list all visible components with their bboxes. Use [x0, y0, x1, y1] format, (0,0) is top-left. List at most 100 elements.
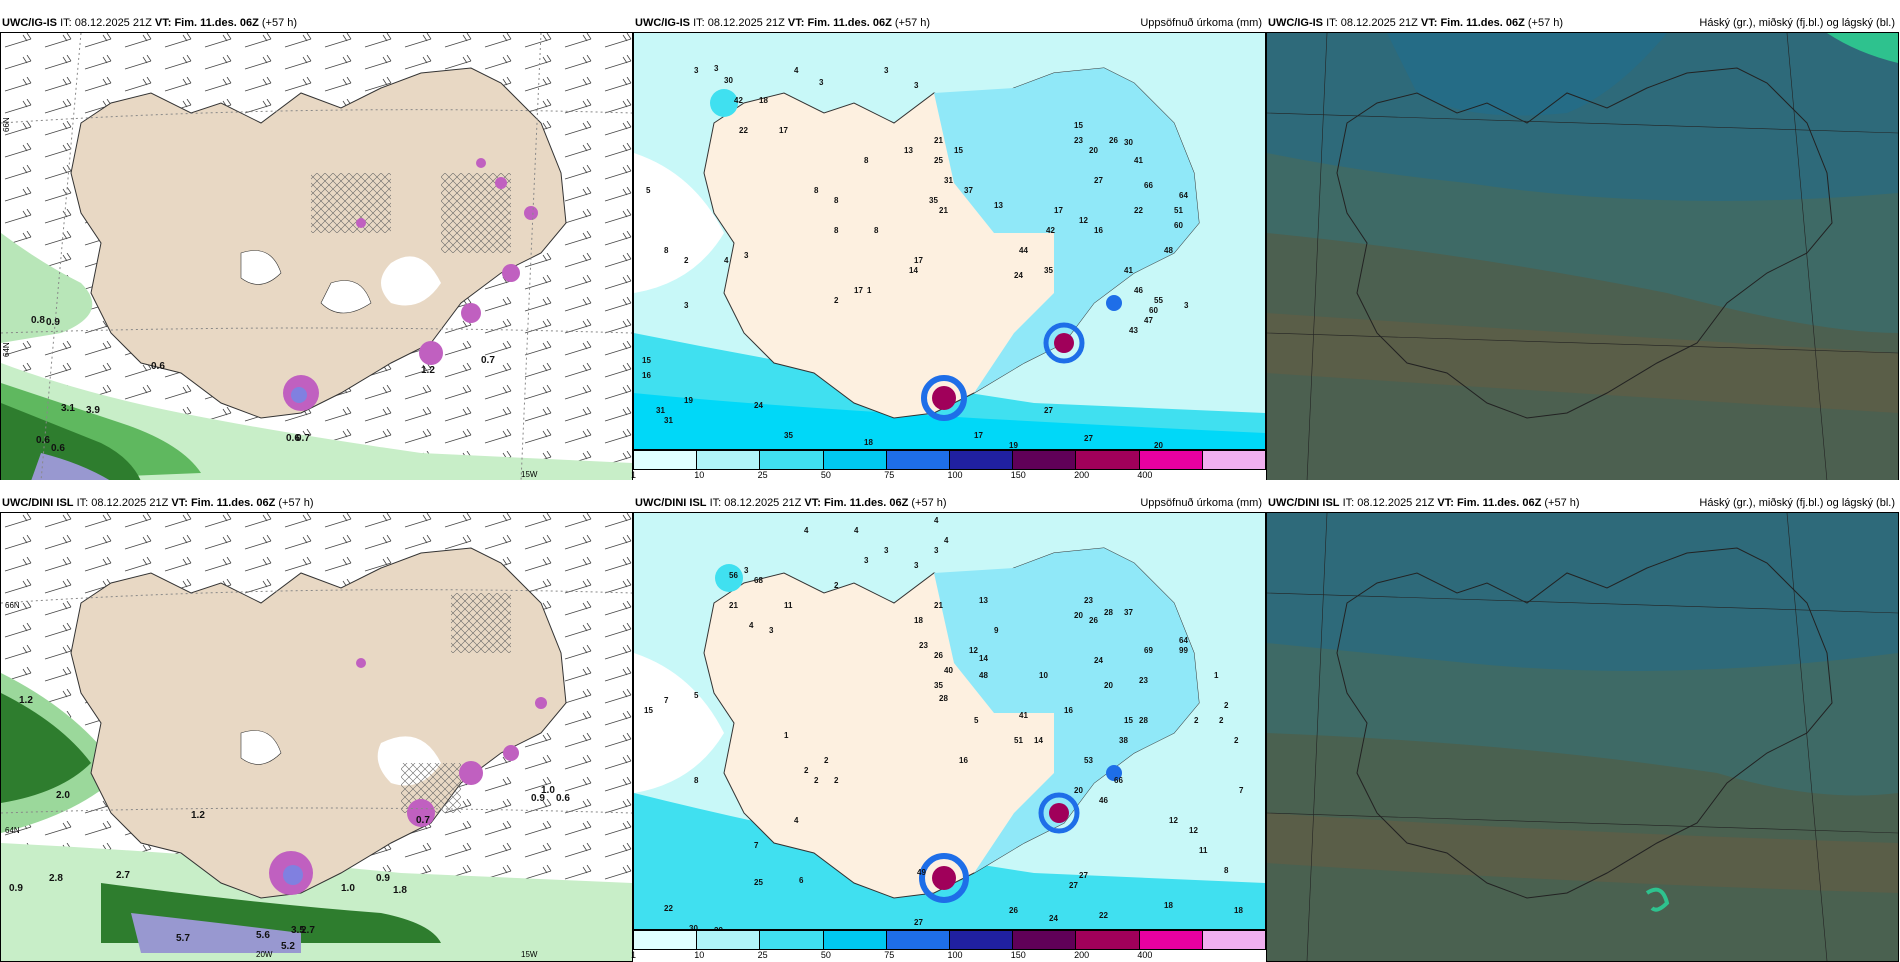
svg-text:35: 35 [934, 681, 943, 690]
lead-time: (+57 h) [1527, 17, 1564, 29]
vt-label: VT: [787, 17, 805, 29]
svg-text:0.9: 0.9 [531, 793, 545, 804]
colorbar-segment [760, 451, 824, 469]
it-label: IT: [693, 17, 705, 29]
svg-text:35: 35 [1044, 266, 1053, 275]
svg-text:24: 24 [754, 401, 763, 410]
svg-text:22: 22 [739, 126, 748, 135]
svg-text:18: 18 [864, 438, 873, 447]
svg-text:42: 42 [1046, 226, 1055, 235]
svg-text:8: 8 [664, 246, 669, 255]
svg-text:24: 24 [1049, 914, 1058, 923]
colorbar-segment [1139, 931, 1203, 949]
svg-text:60: 60 [1149, 306, 1158, 315]
svg-text:2: 2 [1224, 701, 1229, 710]
svg-text:5: 5 [974, 716, 979, 725]
svg-text:4: 4 [854, 526, 859, 535]
lead-time: (+57 h) [261, 17, 298, 29]
svg-text:41: 41 [1134, 156, 1143, 165]
svg-text:35: 35 [784, 431, 793, 440]
vt-value: Fim. 11.des. 06Z [190, 497, 276, 509]
vt-value: Fim. 11.des. 06Z [807, 17, 892, 29]
svg-text:24: 24 [1014, 271, 1023, 280]
vt-value: Fim. 11.des. 06Z [1440, 17, 1525, 29]
svg-text:6: 6 [799, 876, 804, 885]
svg-text:55: 55 [1154, 296, 1163, 305]
svg-text:1: 1 [784, 731, 789, 740]
svg-text:0.6: 0.6 [36, 435, 50, 446]
svg-text:46: 46 [1099, 796, 1108, 805]
svg-text:2: 2 [1219, 716, 1224, 725]
svg-text:27: 27 [1094, 176, 1103, 185]
svg-text:25: 25 [754, 878, 763, 887]
svg-text:3: 3 [714, 64, 719, 73]
colorbar-tick: 200 [1074, 950, 1090, 960]
svg-text:1.2: 1.2 [19, 695, 33, 706]
svg-text:3: 3 [744, 566, 749, 575]
panel-title: Háský (gr.), miðský (fj.bl.) og lágský (… [1699, 17, 1895, 29]
svg-text:8: 8 [874, 226, 879, 235]
colorbar-segment [886, 451, 951, 469]
svg-text:66: 66 [1144, 181, 1153, 190]
svg-text:24: 24 [1094, 656, 1103, 665]
svg-text:40: 40 [944, 666, 953, 675]
green-precip-west [1, 233, 93, 343]
svg-text:30: 30 [689, 924, 698, 929]
svg-text:2.8: 2.8 [49, 873, 63, 884]
vt-label: VT: [804, 497, 821, 509]
svg-text:31: 31 [944, 176, 953, 185]
svg-text:8: 8 [814, 186, 819, 195]
panel-clouds-dini: UWC/DINI ISL IT: 08.12.2025 21Z VT: Fim.… [1266, 494, 1899, 962]
panel-precip-ig: UWC/IG-IS IT: 08.12.2025 21Z VT: Fim. 11… [631, 14, 1266, 480]
svg-text:3: 3 [934, 546, 939, 555]
svg-text:4: 4 [749, 621, 754, 630]
colorbar-tick: 100 [947, 950, 963, 960]
svg-text:14: 14 [979, 654, 988, 663]
svg-text:0.6: 0.6 [286, 433, 300, 444]
svg-text:26: 26 [934, 651, 943, 660]
svg-text:17: 17 [779, 126, 788, 135]
svg-text:56: 56 [729, 571, 738, 580]
svg-text:11: 11 [784, 601, 793, 610]
colorbar-ticks: 1 10 25 50 75 100 150 200 400 [631, 950, 1266, 962]
model-name: UWC/DINI ISL [2, 497, 74, 509]
svg-text:0.9: 0.9 [9, 883, 23, 894]
svg-text:18: 18 [1164, 901, 1173, 910]
colorbar-segment [823, 451, 887, 469]
colorbar-segment [697, 931, 761, 949]
svg-text:4: 4 [944, 536, 949, 545]
svg-text:2.0: 2.0 [56, 790, 70, 801]
svg-text:47: 47 [1144, 316, 1153, 325]
vt-value: Fim. 11.des. 06Z [823, 497, 909, 509]
svg-text:20: 20 [1074, 786, 1083, 795]
svg-text:27: 27 [1044, 406, 1053, 415]
svg-text:31: 31 [664, 416, 673, 425]
svg-text:2: 2 [834, 581, 839, 590]
svg-text:8: 8 [864, 156, 869, 165]
svg-text:13: 13 [994, 201, 1003, 210]
wind-values: 1.22.00.9 2.8 2.75.7 5.65.21.2 1.81.00.9 … [9, 695, 570, 952]
it-value: 08.12.2025 21Z [724, 497, 802, 509]
svg-text:7: 7 [1239, 786, 1244, 795]
model-name: UWC/IG-IS [635, 17, 690, 29]
svg-text:16: 16 [959, 756, 968, 765]
svg-text:2.7: 2.7 [116, 870, 130, 881]
svg-text:16: 16 [1094, 226, 1103, 235]
colorbar-segment [634, 931, 698, 949]
model-name: UWC/IG-IS [1268, 17, 1323, 29]
colorbar-tick: 75 [884, 950, 895, 960]
svg-text:0.7: 0.7 [481, 355, 495, 366]
svg-text:23: 23 [1074, 136, 1083, 145]
svg-text:3: 3 [819, 78, 824, 87]
svg-text:3: 3 [884, 66, 889, 75]
svg-text:5.2: 5.2 [281, 941, 295, 952]
svg-text:64: 64 [1179, 636, 1188, 645]
svg-text:15: 15 [1074, 121, 1083, 130]
svg-text:1.8: 1.8 [393, 885, 407, 896]
svg-text:20: 20 [1089, 146, 1098, 155]
svg-text:21: 21 [934, 136, 943, 145]
svg-text:2: 2 [1234, 736, 1239, 745]
it-value: 08.12.2025 21Z [707, 17, 785, 29]
svg-text:4: 4 [794, 66, 799, 75]
lat-label: 66N [5, 601, 20, 610]
